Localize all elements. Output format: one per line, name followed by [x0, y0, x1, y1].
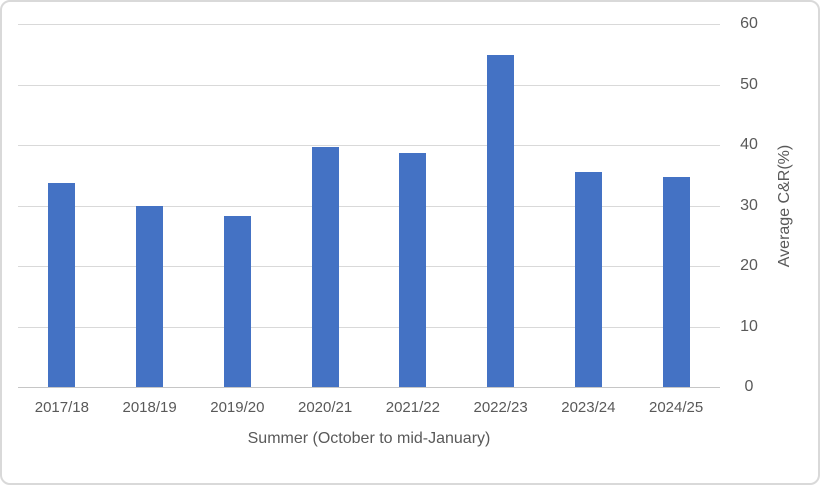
bar-2021-22 [399, 152, 427, 387]
x-tick-label-2017-18: 2017/18 [34, 399, 89, 416]
y-axis-title-container: Average C&R(%) [768, 24, 802, 387]
gridline-10 [18, 326, 720, 328]
x-tick-label-2024-25: 2024/25 [649, 399, 704, 416]
y-axis-title: Average C&R(%) [776, 144, 794, 267]
x-tick-label-2020-21: 2020/21 [298, 399, 353, 416]
bar-2023-24 [574, 171, 602, 387]
x-tick-label-2019-20: 2019/20 [210, 399, 265, 416]
gridline-50 [18, 84, 720, 86]
x-tick-label-2022-23: 2022/23 [473, 399, 528, 416]
y-tick-label-40: 40 [740, 136, 758, 153]
gridline-40 [18, 145, 720, 146]
gridline-20 [18, 266, 720, 267]
plot-area [18, 24, 720, 388]
x-axis-tick-labels: 2017/18 2018/19 2019/20 2020/21 2021/22 2022/… [18, 398, 720, 420]
y-tick-label-20: 20 [740, 257, 758, 274]
y-tick-label-0: 0 [744, 378, 754, 395]
gridline-30 [18, 205, 720, 207]
bar-2017-18 [48, 182, 76, 387]
bar-2019-20 [223, 216, 251, 387]
x-tick-label-2023-24: 2023/24 [561, 399, 616, 416]
y-axis-tick-labels: 0 10 20 30 40 50 60 [730, 15, 768, 395]
x-axis-title: Summer (October to mid-January) [247, 430, 491, 447]
gridline-60 [18, 24, 720, 25]
bar-2020-21 [311, 147, 339, 387]
bar-2022-23 [487, 55, 515, 387]
y-tick-label-50: 50 [740, 75, 758, 93]
bar-2018-19 [136, 205, 164, 387]
bar-2024-25 [662, 177, 690, 387]
y-tick-label-10: 10 [740, 317, 758, 335]
x-tick-label-2021-22: 2021/22 [385, 399, 440, 416]
y-tick-label-30: 30 [740, 196, 758, 214]
x-tick-label-2018-19: 2018/19 [122, 399, 177, 416]
y-tick-label-60: 60 [740, 15, 758, 32]
